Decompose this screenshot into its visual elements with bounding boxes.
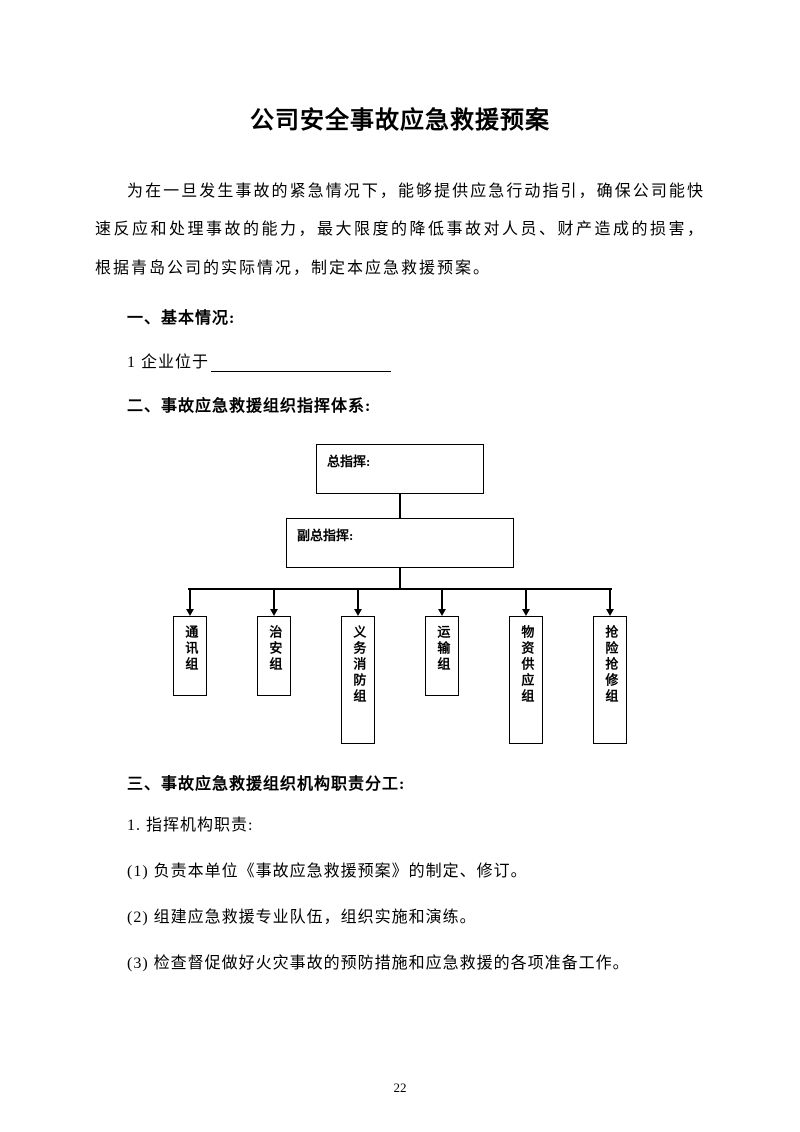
- arrow-down-icon: [186, 609, 194, 616]
- item1-prefix: 1 企业位于: [127, 354, 209, 371]
- branch-item: 运输组: [425, 590, 459, 744]
- intro-paragraph: 为在一旦发生事故的紧急情况下，能够提供应急行动指引，确保公司能快速反应和处理事故…: [95, 173, 705, 288]
- arrow-down-icon: [270, 609, 278, 616]
- section3-heading: 三、事故应急救援组织机构职责分工:: [95, 770, 705, 794]
- branch-item: 治安组: [257, 590, 291, 744]
- arrow-down-icon: [522, 609, 530, 616]
- branch-container: 通讯组 治安组 义务消防组 运输组 物资供应组 抢险抢修组: [171, 590, 629, 744]
- org-chart: 总指挥: 副总指挥: 通讯组 治安组 义务消防组 运输组 物资供应: [170, 444, 630, 744]
- org-top-box: 总指挥:: [316, 444, 484, 494]
- branch-item: 义务消防组: [341, 590, 375, 744]
- branch-connector: [525, 590, 527, 610]
- branch-item: 通讯组: [173, 590, 207, 744]
- section3-sub1: 1. 指挥机构职责:: [95, 814, 705, 838]
- arrow-down-icon: [354, 609, 362, 616]
- branch-connector: [609, 590, 611, 610]
- arrow-down-icon: [606, 609, 614, 616]
- branch-box-transport: 运输组: [425, 616, 459, 696]
- branch-box-supply: 物资供应组: [509, 616, 543, 744]
- org-mid-box: 副总指挥:: [286, 518, 514, 568]
- section2-heading: 二、事故应急救援组织指挥体系:: [95, 392, 705, 416]
- branch-connector: [441, 590, 443, 610]
- section3-item2: (2) 组建应急救援专业队伍，组织实施和演练。: [95, 906, 705, 930]
- section1-item1: 1 企业位于: [95, 348, 705, 372]
- arrow-down-icon: [438, 609, 446, 616]
- horizontal-line: [188, 588, 612, 590]
- blank-underline: [211, 371, 391, 372]
- connector-line: [399, 494, 401, 518]
- branch-connector: [273, 590, 275, 610]
- branch-connector: [357, 590, 359, 610]
- branch-item: 物资供应组: [509, 590, 543, 744]
- branch-box-rescue: 抢险抢修组: [593, 616, 627, 744]
- document-title: 公司安全事故应急救援预案: [95, 100, 705, 135]
- branch-connector: [189, 590, 191, 610]
- branch-box-communication: 通讯组: [173, 616, 207, 696]
- section3-item1: (1) 负责本单位《事故应急救援预案》的制定、修订。: [95, 860, 705, 884]
- connector-line: [399, 568, 401, 588]
- branch-box-security: 治安组: [257, 616, 291, 696]
- branch-box-fire: 义务消防组: [341, 616, 375, 744]
- section3-item3: (3) 检查督促做好火灾事故的预防措施和应急救援的各项准备工作。: [95, 952, 705, 976]
- branch-item: 抢险抢修组: [593, 590, 627, 744]
- page-number: 22: [0, 1080, 800, 1096]
- section1-heading: 一、基本情况:: [95, 304, 705, 328]
